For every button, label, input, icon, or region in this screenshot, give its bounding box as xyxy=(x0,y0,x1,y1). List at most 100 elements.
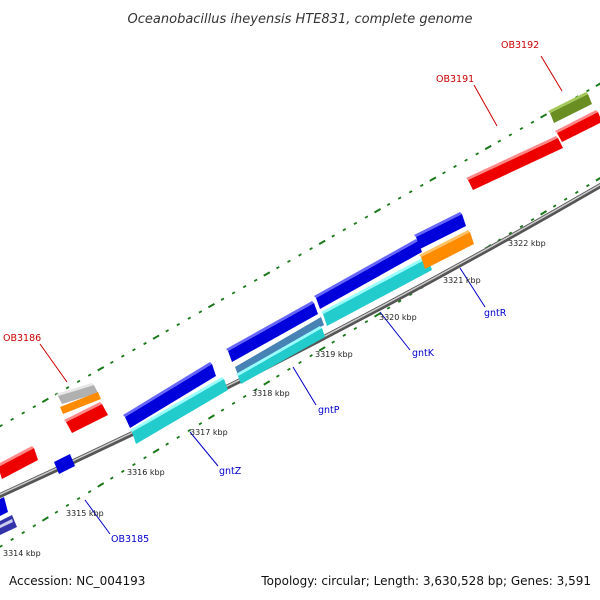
inner-track-tick xyxy=(220,408,225,412)
outer-track-tick xyxy=(464,158,468,162)
outer-track-tick xyxy=(276,266,280,270)
inner-track-tick xyxy=(187,428,192,433)
gene-left-blue-b[interactable] xyxy=(0,515,17,536)
outer-track-tick xyxy=(386,202,391,207)
kbp-tick-labels: 3314 kbp 3315 kbp 3316 kbp 3317 kbp 3318… xyxy=(3,239,546,558)
label-ob3185[interactable]: OB3185 xyxy=(111,534,149,545)
gene-ob3191[interactable] xyxy=(466,136,563,190)
kbp-label-3316: 3316 kbp xyxy=(127,468,165,477)
outer-track-tick xyxy=(21,411,26,415)
inner-track-tick xyxy=(76,496,81,501)
gene-ob3186-orange[interactable] xyxy=(60,392,101,414)
inner-track-tick xyxy=(530,218,535,222)
label-ob3186[interactable]: OB3186 xyxy=(3,333,41,344)
outer-track-tick xyxy=(484,144,492,151)
kbp-label-3317: 3317 kbp xyxy=(190,428,228,437)
inner-track-tick xyxy=(0,544,3,548)
inner-track-tick xyxy=(10,537,14,541)
inner-track-tick xyxy=(276,374,280,378)
outer-track-tick xyxy=(342,228,347,232)
outer-track-tick xyxy=(442,171,446,175)
label-gntr[interactable]: gntR xyxy=(484,308,507,319)
label-gntk[interactable]: gntK xyxy=(412,348,435,359)
inner-track-tick xyxy=(373,312,382,318)
inner-track-tick xyxy=(263,380,271,386)
gene-blue-1[interactable] xyxy=(123,362,216,428)
accession-text: Accession: NC_004193 xyxy=(9,574,145,588)
inner-track-tick xyxy=(386,306,391,310)
outer-dotted-track xyxy=(0,82,600,428)
gene-left-red[interactable] xyxy=(0,446,38,479)
outer-track-tick xyxy=(32,405,37,409)
gene-ob3186-gray[interactable] xyxy=(56,383,98,404)
outer-track-tick xyxy=(475,152,479,156)
map-title: Oceanobacillus iheyensis HTE831, complet… xyxy=(128,12,473,27)
inner-track-tick xyxy=(242,394,247,399)
outer-track-tick xyxy=(595,82,600,87)
label-gntp[interactable]: gntP xyxy=(318,405,340,416)
inner-track-tick xyxy=(287,367,291,371)
outer-track-tick xyxy=(453,164,457,169)
outer-track-tick xyxy=(165,329,169,333)
gene-ob3192[interactable] xyxy=(548,92,592,123)
label-gntz[interactable]: gntZ xyxy=(219,466,242,477)
inner-track-tick xyxy=(318,346,326,352)
gene-gntz[interactable] xyxy=(130,377,228,444)
inner-track-tick xyxy=(253,388,258,392)
inner-dotted-track xyxy=(0,176,600,548)
gene-gntk[interactable] xyxy=(321,256,432,326)
kbp-label-3318: 3318 kbp xyxy=(252,389,290,398)
outer-track-tick xyxy=(497,139,502,143)
gene-ob3191-right[interactable] xyxy=(555,110,600,142)
outer-track-tick xyxy=(242,285,247,289)
outer-track-tick xyxy=(198,310,203,314)
outer-track-tick xyxy=(109,360,114,365)
inner-track-tick xyxy=(65,503,70,507)
inner-track-tick xyxy=(176,435,181,439)
inner-track-tick xyxy=(519,224,524,229)
outer-track-tick xyxy=(530,120,535,124)
gene-left-blue-a[interactable] xyxy=(0,497,8,517)
inner-track-tick xyxy=(198,422,203,426)
label-ob3191[interactable]: OB3191 xyxy=(436,74,474,85)
inner-track-tick xyxy=(298,360,302,365)
outer-track-tick xyxy=(231,291,236,295)
outer-track-tick xyxy=(429,176,437,182)
leader-lines xyxy=(39,55,563,535)
kbp-label-3319: 3319 kbp xyxy=(315,350,353,359)
outer-track-tick xyxy=(318,239,326,245)
inner-track-tick xyxy=(21,530,26,535)
inner-track-tick xyxy=(309,354,313,358)
inner-track-tick xyxy=(552,204,557,208)
kbp-label-3322: 3322 kbp xyxy=(508,239,546,248)
gene-gntr[interactable] xyxy=(419,230,474,269)
topology-text: Topology: circular; Length: 3,630,528 bp… xyxy=(260,574,591,588)
inner-track-tick xyxy=(595,176,600,182)
outer-track-tick xyxy=(10,417,14,421)
outer-track-tick xyxy=(331,234,336,238)
gene-ob3185[interactable] xyxy=(54,454,75,474)
outer-track-tick xyxy=(540,113,548,119)
inner-track-tick xyxy=(364,320,369,324)
label-ob3192[interactable]: OB3192 xyxy=(501,40,539,51)
outer-track-tick xyxy=(176,322,181,327)
inner-track-tick xyxy=(508,231,513,235)
outer-track-tick xyxy=(419,183,424,188)
gene-ob3186-red[interactable] xyxy=(64,402,108,433)
outer-track-tick xyxy=(76,379,81,384)
inner-track-tick xyxy=(121,469,125,473)
outer-track-tick xyxy=(309,247,313,251)
inner-track-tick xyxy=(109,476,114,480)
outer-track-tick xyxy=(353,221,358,225)
outer-track-tick xyxy=(508,133,513,137)
gene-blue-2[interactable] xyxy=(226,301,318,362)
gene-blue-4[interactable] xyxy=(414,212,466,249)
outer-track-tick xyxy=(220,297,225,301)
gene-gntp[interactable] xyxy=(236,326,325,384)
outer-track-tick xyxy=(287,259,291,263)
kbp-label-3314: 3314 kbp xyxy=(3,549,41,558)
gene-blue-3[interactable] xyxy=(314,239,422,309)
gene-gntp-steel[interactable] xyxy=(235,317,324,375)
outer-track-tick xyxy=(41,397,49,403)
